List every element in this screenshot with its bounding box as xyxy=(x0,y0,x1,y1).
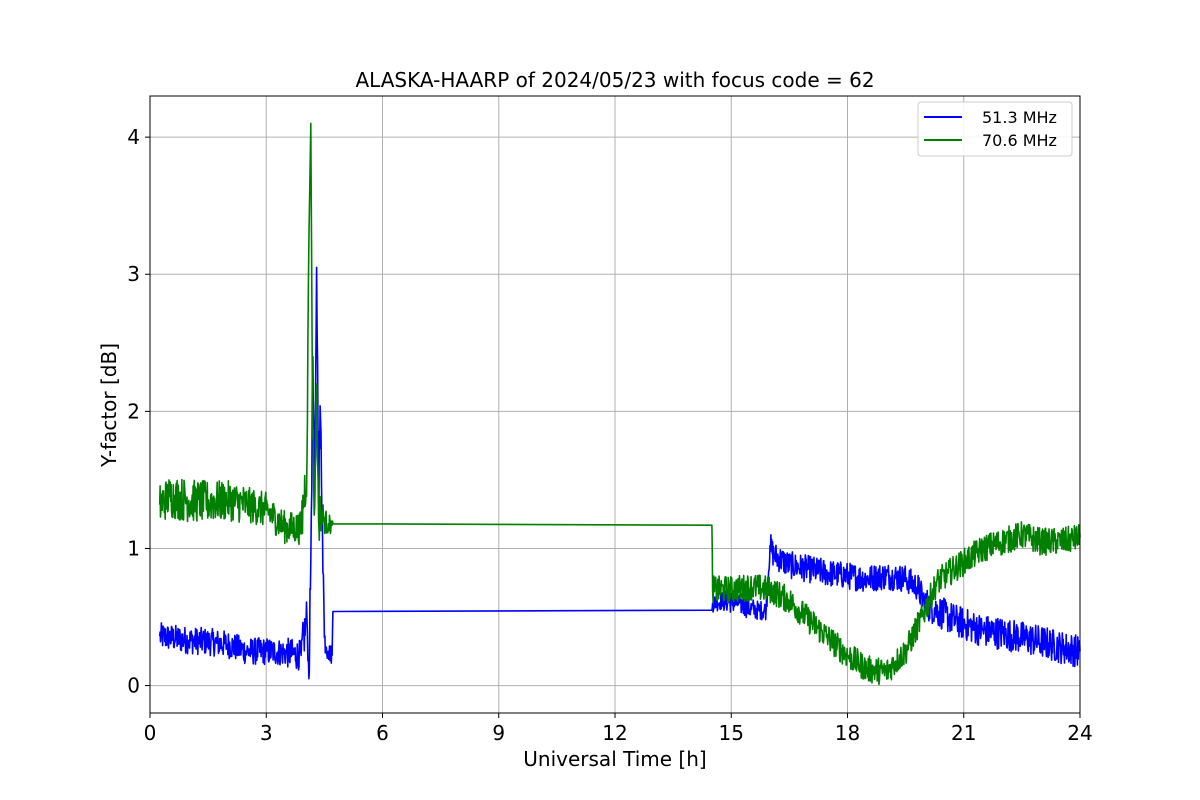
y-tick-label: 3 xyxy=(127,262,140,286)
series-layer xyxy=(158,122,1081,686)
x-tick-label: 24 xyxy=(1067,721,1092,745)
grid xyxy=(149,96,1081,713)
series-line-70-6-mhz xyxy=(158,122,1081,686)
x-axis-label: Universal Time [h] xyxy=(523,747,706,771)
x-tick-label: 12 xyxy=(602,721,627,745)
x-tick-label: 15 xyxy=(719,721,744,745)
y-tick-label: 4 xyxy=(127,125,140,149)
y-tick-label: 2 xyxy=(127,399,140,423)
legend-box xyxy=(917,101,1073,157)
y-tick-label: 1 xyxy=(127,536,140,560)
series-line-51-3-mhz xyxy=(158,266,1081,680)
legend: 51.3 MHz 70.6 MHz xyxy=(917,101,1073,157)
chart-title: ALASKA-HAARP of 2024/05/23 with focus co… xyxy=(355,68,874,92)
y-axis: 0 1 2 3 4 xyxy=(127,125,150,698)
x-tick-label: 18 xyxy=(835,721,860,745)
y-axis-label: Y-factor [dB] xyxy=(97,343,121,468)
y-tick-label: 0 xyxy=(127,674,140,698)
legend-label-70-6-mhz: 70.6 MHz xyxy=(982,131,1057,150)
x-axis: 0 3 6 9 12 15 18 21 24 xyxy=(144,713,1093,745)
x-tick-label: 3 xyxy=(260,721,273,745)
x-tick-label: 21 xyxy=(951,721,976,745)
x-tick-label: 0 xyxy=(144,721,157,745)
x-tick-label: 9 xyxy=(492,721,505,745)
legend-label-51-3-mhz: 51.3 MHz xyxy=(982,108,1057,127)
x-tick-label: 6 xyxy=(376,721,389,745)
